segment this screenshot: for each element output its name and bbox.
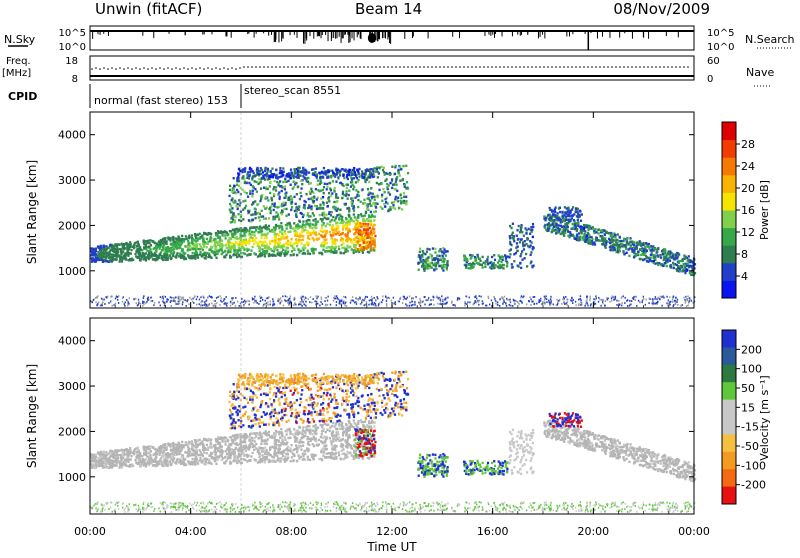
nsky-label: N.Sky: [4, 33, 36, 46]
power-colorbar-tick-0: 4: [741, 270, 748, 283]
power-colorbar-tick-3: 16: [741, 204, 755, 217]
velocity-ytick-2: 3000: [58, 380, 86, 393]
velocity-colorbar-tick-7: -200: [741, 479, 766, 492]
xtick-2: 08:00: [275, 525, 307, 538]
power-colorbar-swatch: [722, 263, 736, 281]
cpid-label: CPID: [8, 90, 37, 103]
power-ytick-1: 2000: [58, 219, 86, 232]
power-colorbar: 4 8 12 16 20 24 28 Power [dB]: [722, 122, 771, 299]
date-title: 08/Nov/2009: [613, 0, 710, 18]
beam-title: Beam 14: [355, 0, 422, 18]
power-ylabel: Slant Range [km]: [25, 160, 39, 264]
velocity-colorbar-tick-3: 15: [741, 401, 755, 414]
velocity-colorbar-swatch: [722, 487, 736, 505]
nsearch-tick-bottom: 10^0: [707, 42, 734, 53]
freq-nave-strip: Freq. [MHz] 18 8 60 0 Nave: [2, 56, 774, 86]
velocity-colorbar-swatch: [722, 469, 736, 487]
power-ytick-2: 3000: [58, 174, 86, 187]
velocity-ytick-0: 1000: [58, 471, 86, 484]
nsearch-tick-top: 10^5: [707, 28, 734, 39]
velocity-colorbar-swatch: [722, 365, 736, 383]
velocity-ytick-1: 2000: [58, 425, 86, 438]
power-colorbar-label: Power [dB]: [758, 180, 771, 240]
x-axis-label: Time UT: [366, 540, 417, 554]
nave-label: Nave: [746, 66, 774, 79]
nave-trace: [91, 66, 689, 70]
velocity-colorbar-swatch: [722, 417, 736, 435]
velocity-ylabel: Slant Range [km]: [25, 364, 39, 468]
xtick-3: 12:00: [376, 525, 408, 538]
freq-tick-bottom: 8: [72, 74, 78, 85]
power-colorbar-swatch: [722, 228, 736, 246]
power-panel: 1000 2000 3000 4000 Slant Range [km]: [25, 112, 696, 308]
station-title: Unwin (fitACF): [95, 0, 202, 18]
xtick-4: 16:00: [477, 525, 509, 538]
velocity-ytick-3: 4000: [58, 335, 86, 348]
xtick-5: 20:00: [577, 525, 609, 538]
nsky-tick-top: 10^5: [59, 28, 86, 39]
nsky-strip: N.Sky 10^5 10^0 10^5 10^0 N.Search: [4, 26, 795, 53]
velocity-colorbar-swatch: [722, 434, 736, 452]
velocity-colorbar-swatch: [722, 330, 736, 348]
power-colorbar-swatch: [722, 192, 736, 210]
power-colorbar-tick-5: 24: [741, 160, 755, 173]
power-colorbar-swatch: [722, 280, 736, 298]
xtick-1: 04:00: [175, 525, 207, 538]
power-colorbar-tick-4: 20: [741, 182, 755, 195]
power-ytick-3: 4000: [58, 129, 86, 142]
velocity-colorbar-swatch: [722, 347, 736, 365]
cpid-segment-2: stereo_scan 8551: [244, 84, 341, 97]
velocity-colorbar-swatch: [722, 400, 736, 418]
nave-tick-bottom: 0: [707, 74, 713, 85]
velocity-colorbar-tick-2: 50: [741, 382, 755, 395]
freq-label-2: [MHz]: [2, 68, 31, 79]
nsearch-label: N.Search: [745, 33, 795, 46]
power-colorbar-swatch: [722, 175, 736, 193]
power-colorbar-swatch: [722, 210, 736, 228]
velocity-colorbar-label: Velocity [m s⁻¹]: [758, 375, 771, 460]
nsky-tick-bottom: 10^0: [59, 42, 86, 53]
cpid-strip: CPID normal (fast stereo) 153 stereo_sca…: [8, 84, 341, 108]
xtick-6: 00:00: [678, 525, 710, 538]
velocity-colorbar-tick-5: -50: [741, 440, 759, 453]
velocity-colorbar-tick-4: -15: [741, 421, 759, 434]
velocity-colorbar-tick-1: 100: [741, 363, 762, 376]
power-colorbar-swatch: [722, 122, 736, 140]
power-colorbar-swatch: [722, 157, 736, 175]
velocity-colorbar-swatch: [722, 452, 736, 470]
power-colorbar-swatch: [722, 140, 736, 158]
power-colorbar-tick-1: 8: [741, 248, 748, 261]
velocity-colorbar-swatch: [722, 382, 736, 400]
freq-label-1: Freq.: [6, 56, 31, 67]
xtick-0: 00:00: [74, 525, 106, 538]
freq-tick-top: 18: [65, 56, 78, 67]
velocity-colorbar-tick-0: 200: [741, 343, 762, 356]
nave-tick-top: 60: [707, 56, 720, 67]
power-ytick-0: 1000: [58, 265, 86, 278]
power-colorbar-tick-6: 28: [741, 138, 755, 151]
power-colorbar-tick-2: 12: [741, 226, 755, 239]
nsky-trace: [90, 31, 694, 50]
cpid-segment-1: normal (fast stereo) 153: [94, 94, 228, 107]
power-colorbar-swatch: [722, 245, 736, 263]
